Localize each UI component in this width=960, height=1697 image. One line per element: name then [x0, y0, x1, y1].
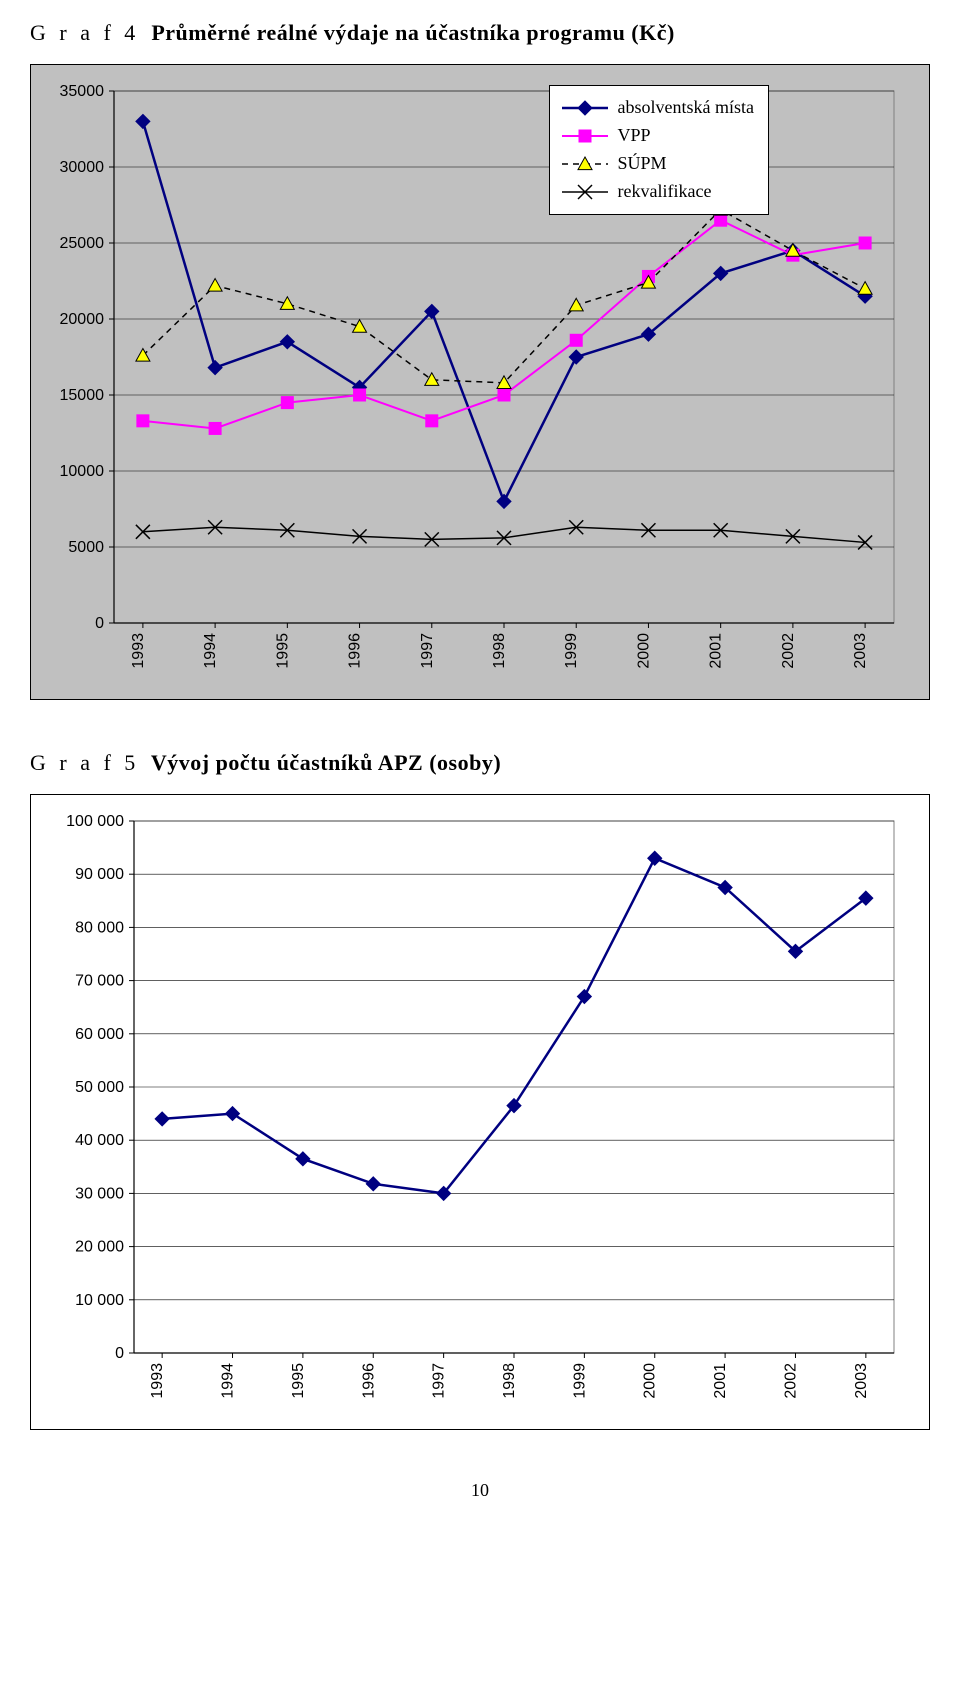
svg-text:20 000: 20 000: [75, 1239, 124, 1256]
svg-text:1994: 1994: [220, 1363, 237, 1399]
chart1-box: 0 5000 10000 15000 20000 25000 30000 35000 1993 1…: [30, 64, 930, 700]
svg-text:2002: 2002: [780, 633, 797, 669]
svg-text:1995: 1995: [274, 633, 291, 669]
svg-text:1993: 1993: [130, 633, 147, 669]
svg-text:1999: 1999: [571, 1363, 588, 1399]
svg-text:5000: 5000: [68, 539, 104, 556]
svg-text:2003: 2003: [853, 1363, 870, 1399]
svg-text:60 000: 60 000: [75, 1026, 124, 1043]
svg-text:1993: 1993: [149, 1363, 166, 1399]
chart1-svg: 0 5000 10000 15000 20000 25000 30000 35000 1993 1…: [39, 73, 919, 691]
svg-text:50 000: 50 000: [75, 1079, 124, 1096]
legend-item: absolventská místa: [560, 94, 754, 122]
svg-text:1997: 1997: [431, 1363, 448, 1399]
svg-text:1998: 1998: [501, 1363, 518, 1399]
page-number: 10: [30, 1480, 930, 1501]
svg-text:1995: 1995: [290, 1363, 307, 1399]
svg-text:90 000: 90 000: [75, 866, 124, 883]
chart1-title-text: Průměrné reálné výdaje na účastníka prog…: [151, 20, 675, 45]
svg-text:0: 0: [95, 615, 104, 632]
chart2-title-prefix: G r a f 5: [30, 750, 139, 775]
chart2-box: 0 10 000 20 000 30 000 40 000 50 000 60 000 70 …: [30, 794, 930, 1430]
svg-text:30000: 30000: [60, 159, 105, 176]
svg-text:15000: 15000: [60, 387, 105, 404]
legend-item: SÚPM: [560, 150, 754, 178]
chart1-legend: absolventská místaVPPSÚPMrekvalifikace: [549, 85, 769, 215]
legend-label: absolventská místa: [618, 94, 754, 122]
legend-item: rekvalifikace: [560, 178, 754, 206]
chart2-title-text: Vývoj počtu účastníků APZ (osoby): [151, 750, 501, 775]
chart2-title: G r a f 5 Vývoj počtu účastníků APZ (oso…: [30, 750, 930, 776]
svg-text:2000: 2000: [635, 633, 652, 669]
legend-label: rekvalifikace: [618, 178, 712, 206]
svg-text:80 000: 80 000: [75, 919, 124, 936]
svg-text:2001: 2001: [712, 1363, 729, 1399]
svg-text:2001: 2001: [708, 633, 725, 669]
svg-text:1996: 1996: [347, 633, 364, 669]
chart1-title: G r a f 4 Průměrné reálné výdaje na účas…: [30, 20, 930, 46]
svg-text:0: 0: [115, 1345, 124, 1362]
svg-text:2000: 2000: [642, 1363, 659, 1399]
svg-text:1998: 1998: [491, 633, 508, 669]
legend-label: VPP: [618, 122, 651, 150]
svg-text:25000: 25000: [60, 235, 105, 252]
svg-text:1997: 1997: [419, 633, 436, 669]
svg-text:100 000: 100 000: [66, 813, 124, 830]
legend-item: VPP: [560, 122, 754, 150]
svg-text:40 000: 40 000: [75, 1132, 124, 1149]
chart2-svg: 0 10 000 20 000 30 000 40 000 50 000 60 000 70 …: [39, 803, 919, 1421]
svg-text:30 000: 30 000: [75, 1185, 124, 1202]
svg-text:1994: 1994: [202, 633, 219, 669]
svg-text:70 000: 70 000: [75, 973, 124, 990]
svg-text:20000: 20000: [60, 311, 105, 328]
svg-text:10 000: 10 000: [75, 1292, 124, 1309]
chart1-title-prefix: G r a f 4: [30, 20, 139, 45]
svg-text:10000: 10000: [60, 463, 105, 480]
svg-text:2003: 2003: [852, 633, 869, 669]
svg-text:1999: 1999: [563, 633, 580, 669]
svg-text:2002: 2002: [782, 1363, 799, 1399]
svg-text:35000: 35000: [60, 83, 105, 100]
svg-text:1996: 1996: [360, 1363, 377, 1399]
legend-label: SÚPM: [618, 150, 667, 178]
